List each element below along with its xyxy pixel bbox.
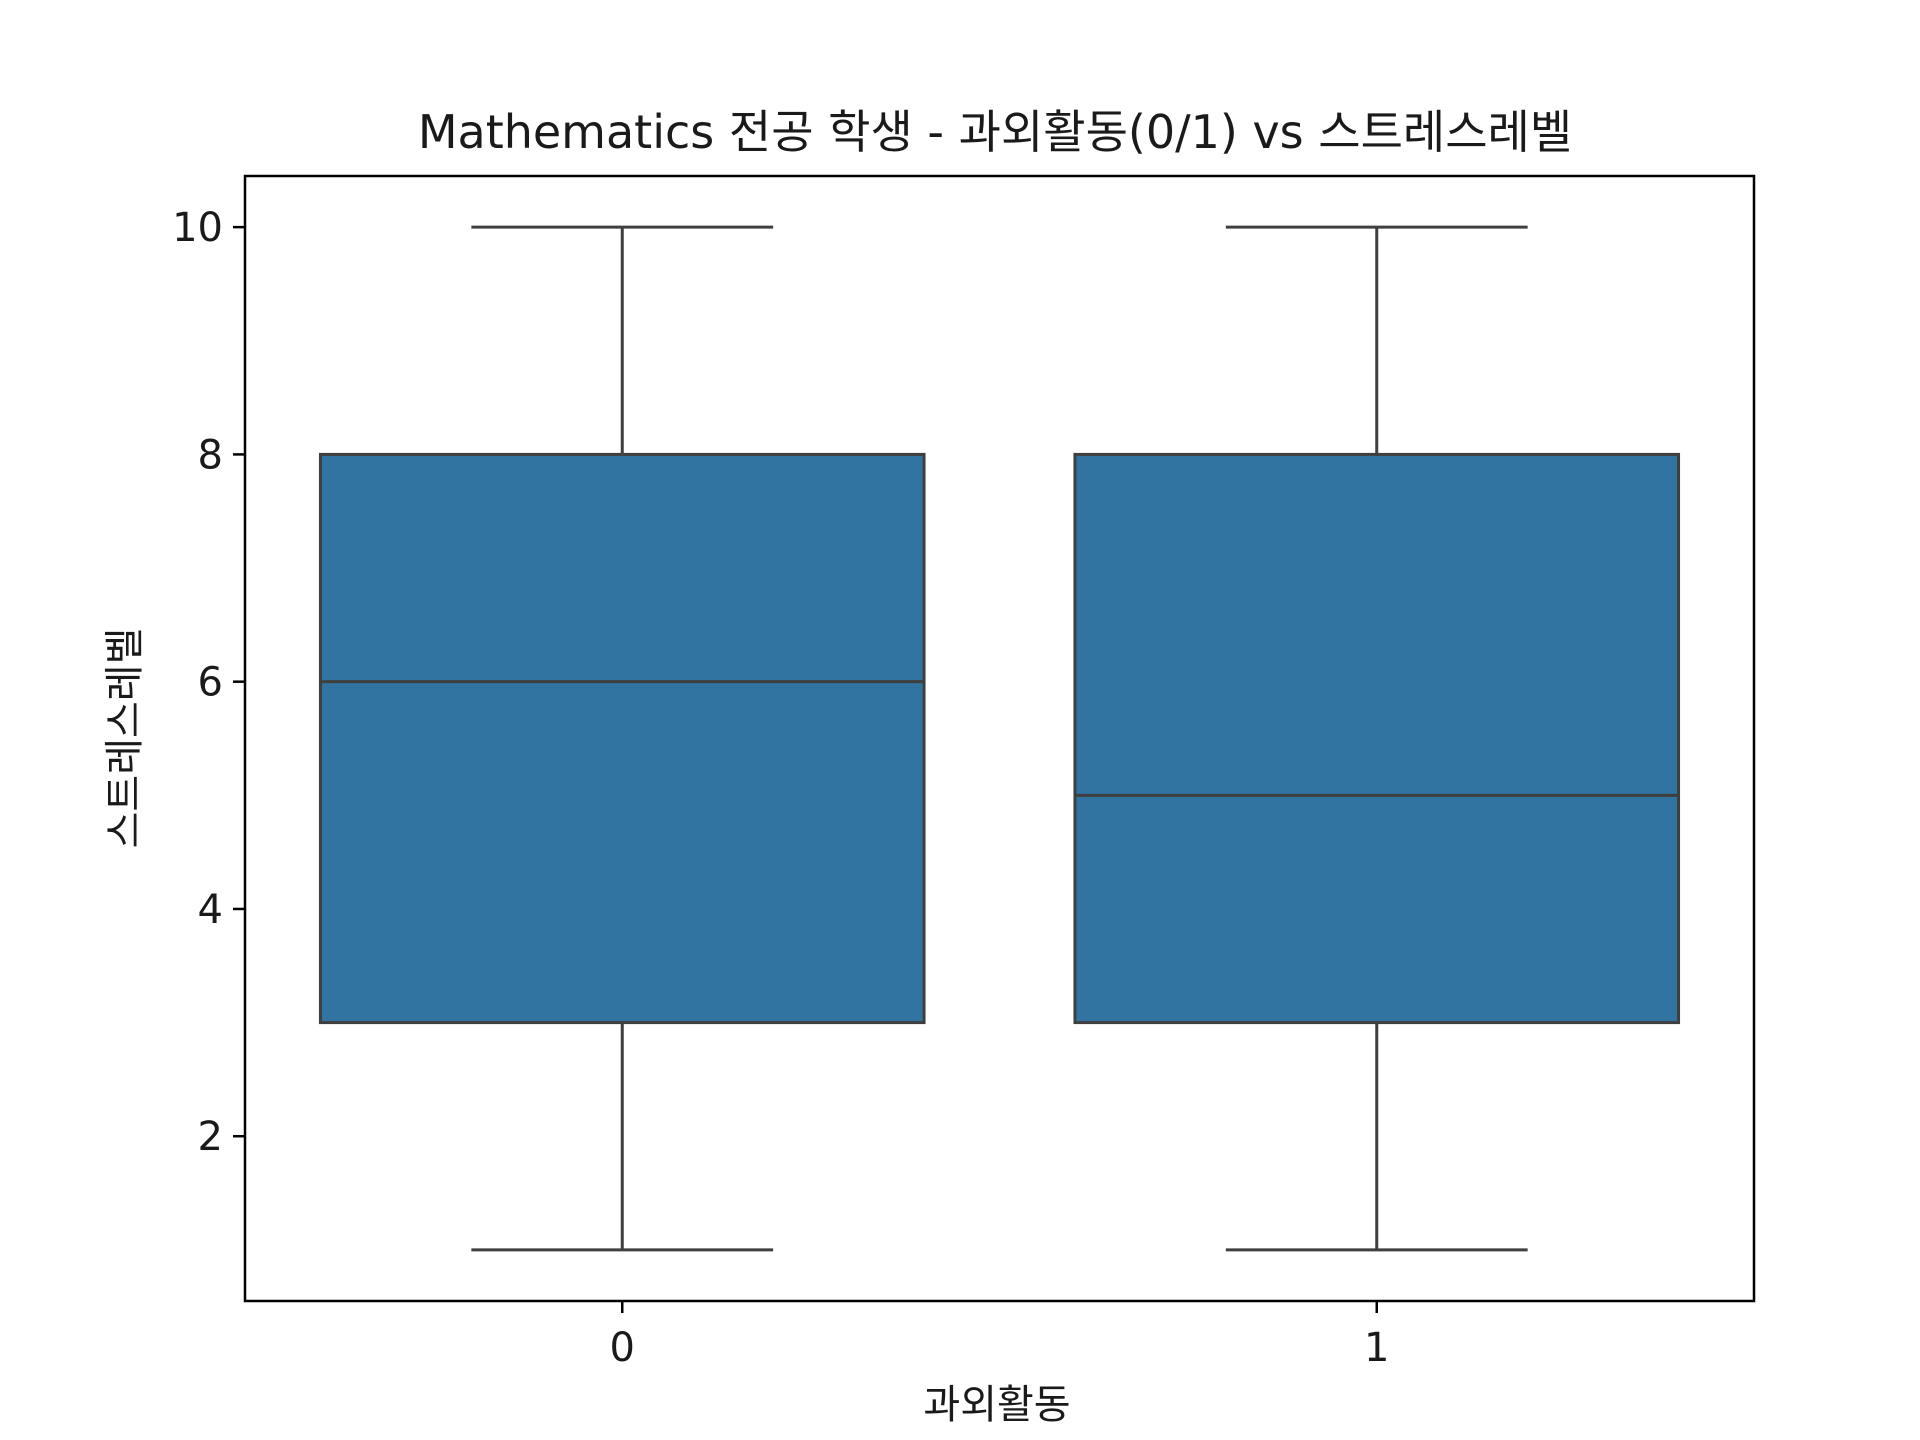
- chart-title: Mathematics 전공 학생 - 과외활동(0/1) vs 스트레스레벨: [418, 105, 1572, 159]
- y-axis: 2 4 6 8 10: [172, 205, 245, 1160]
- plot-area: [318, 225, 1681, 1252]
- x-tick-label: 1: [1364, 1325, 1389, 1371]
- box-group-1: [1073, 225, 1681, 1252]
- y-axis-label: 스트레스레벨: [102, 628, 148, 849]
- y-tick-label: 2: [198, 1114, 223, 1160]
- iqr-box: [318, 452, 926, 1025]
- y-tick-label: 10: [172, 205, 223, 251]
- x-axis-label: 과외활동: [923, 1382, 1070, 1428]
- y-tick-label: 8: [198, 432, 223, 478]
- y-tick-label: 6: [198, 660, 223, 706]
- x-tick-label: 0: [610, 1325, 635, 1371]
- plot-frame: [243, 174, 1756, 1303]
- box-group-0: [318, 225, 926, 1252]
- y-tick-label: 4: [198, 887, 223, 933]
- iqr-box: [1073, 452, 1681, 1025]
